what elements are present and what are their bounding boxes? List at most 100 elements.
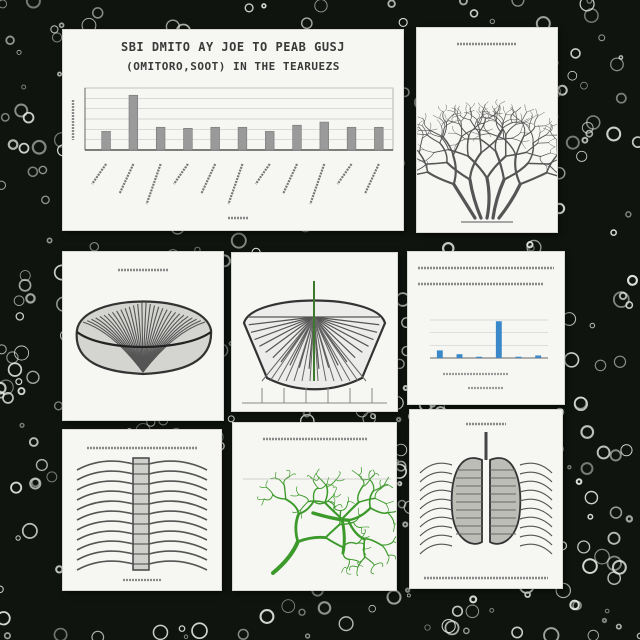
green-branch [327,493,335,502]
green-branch [341,567,348,573]
fan-rib [313,316,359,382]
root-branch [520,132,529,134]
root-branch [472,132,480,137]
green-branch [347,500,355,505]
speckle [298,608,306,616]
fan-spoke [259,316,315,347]
left-rib [76,530,134,541]
green-branch [358,474,365,487]
speckle [18,142,30,154]
speckle [580,81,588,90]
speckle [281,599,296,613]
left-tendril [419,489,453,501]
green-branches-panel [233,423,396,590]
fan-rib [313,316,343,382]
speckle [489,18,496,25]
speckle [19,270,31,282]
green-branch [263,494,274,501]
root-branch [478,131,482,154]
left-rib [76,510,134,521]
speckle [27,166,39,178]
small-bar-chart [418,266,554,390]
root-branch [534,125,546,127]
root-branch [509,107,514,116]
green-branch [349,565,359,571]
root-branch [448,120,460,125]
speckle [489,607,495,613]
fan-rib [261,316,315,382]
bar [436,350,443,358]
spine-ribs-panel [63,430,221,590]
root-branch [455,133,466,140]
root-branch [473,135,480,142]
speckle [21,84,27,90]
root-branch [545,154,557,174]
left-rib [76,490,134,501]
root-branch [489,133,505,140]
root-branch [417,171,429,175]
root-branch [526,115,532,122]
root-branch [426,134,441,144]
roots-illustration [417,42,557,223]
root-branch [498,115,504,127]
root-branch [456,113,460,125]
fan-rib [301,316,315,382]
speckle [441,618,456,634]
fan-spoke [313,316,363,353]
root-branch [485,113,496,120]
root-branch [488,114,495,121]
bar [515,356,522,358]
green-branch [373,562,384,567]
left-rib [76,470,134,481]
left-tendril [419,498,453,510]
root-branch [485,176,491,220]
speckle [567,464,572,470]
speckle [469,595,478,604]
root-branch [444,114,450,121]
bar [292,124,302,151]
root-branch [512,114,522,122]
green-branch [292,509,301,513]
green-branch [327,501,335,504]
fan-rib [269,316,315,382]
green-branch [384,500,394,505]
bar [237,126,248,151]
root-branch [439,111,443,119]
root-branch [515,135,525,157]
root-branch [539,126,546,133]
root-branch [455,138,466,146]
green-branch [340,517,346,555]
root-branch [467,155,489,180]
speckle [609,449,622,462]
root-branch [521,121,526,137]
speckle [14,345,30,361]
green-branch [286,469,291,478]
speckle [22,111,35,124]
root-branch [511,137,522,143]
root-branch [543,127,551,132]
root-branch [417,116,425,122]
speckle [402,384,409,392]
bar [374,126,384,151]
root-branch [537,124,541,133]
speckle [462,627,470,635]
fan-spoke [313,316,356,359]
root-branch [495,99,500,108]
bar [476,356,483,358]
root-branch [510,118,520,120]
speckle [458,0,468,6]
speckle [577,540,591,554]
green-branch [347,496,350,505]
green-branch [364,556,375,566]
root-branch [425,159,429,169]
root-branch [484,103,488,112]
speckle [91,7,104,19]
speckle [0,344,7,355]
green-branch [326,478,337,487]
green-branch [360,526,366,535]
speckle [511,626,524,639]
speckle [625,515,634,523]
root-branch [503,138,517,157]
tick-label-scribble [227,163,244,205]
root-branch [521,111,528,122]
